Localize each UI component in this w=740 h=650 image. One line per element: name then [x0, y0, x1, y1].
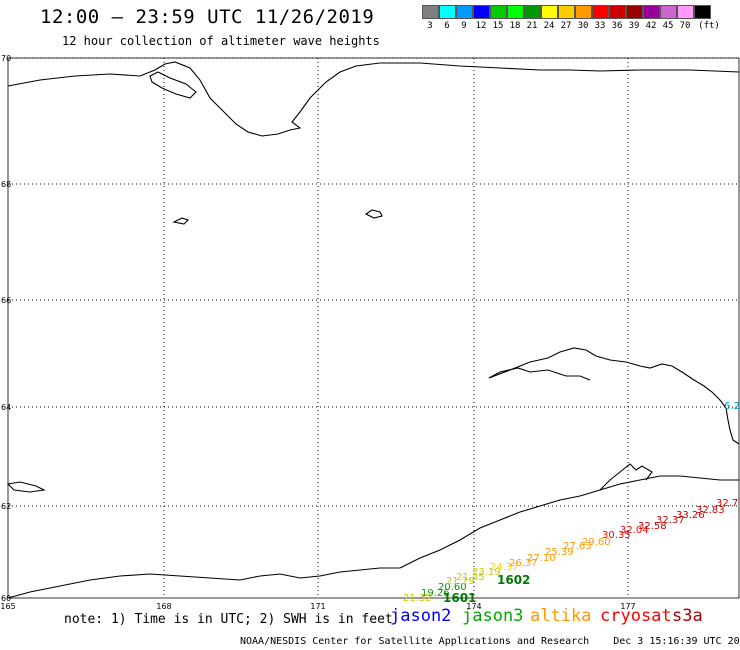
scale-label: 36: [611, 21, 623, 31]
scale-swatch: [541, 5, 558, 19]
scale-swatch: [507, 5, 524, 19]
scale-label: 24: [543, 21, 555, 31]
wave-label: 21.29: [446, 576, 475, 587]
scale-swatch: [439, 5, 456, 19]
pass-label: 1602: [497, 573, 530, 587]
wave-label: 24.37: [490, 562, 519, 573]
coastline-southwest: [7, 567, 400, 599]
scale-swatch: [660, 5, 677, 19]
coastline-yukon-delta: [599, 463, 653, 491]
lat-label-66: 66: [1, 296, 11, 305]
wave-label: 19.26: [421, 588, 450, 599]
scale-label: 9: [461, 21, 467, 31]
wave-label: 21.32: [403, 593, 432, 604]
latitude-labels: 70 68 66 64 62 60: [1, 54, 11, 603]
page-title: 12:00 – 23:59 UTC 11/26/2019: [40, 6, 375, 28]
lat-label-70: 70: [1, 54, 11, 63]
wave-label: 32.58: [638, 521, 667, 532]
scale-label: 39: [628, 21, 640, 31]
coastline-alaska: [399, 475, 739, 569]
scale-swatch: [592, 5, 609, 19]
scale-label: 15: [492, 21, 504, 31]
coastline-chukotka: [7, 61, 740, 137]
scale-swatch: [456, 5, 473, 19]
footer-source: NOAA/NESDIS Center for Satellite Applica…: [240, 636, 590, 647]
legend-item-cryosat: cryosat: [600, 606, 672, 626]
wave-label: 32.37: [656, 515, 685, 526]
legend-item-altika: altika: [530, 606, 592, 626]
wave-label: 26.37: [509, 558, 538, 569]
map-frame: [7, 57, 740, 599]
wave-label: 32.7: [716, 498, 738, 509]
lon-label-168: 168: [156, 602, 171, 611]
lat-label-64: 64: [1, 403, 11, 412]
scale-label: 45: [662, 21, 674, 31]
island-small-2: [172, 217, 190, 225]
scale-label: 6: [444, 21, 450, 31]
graticule: [8, 57, 740, 598]
wave-label: 25.39: [545, 547, 574, 558]
scale-label: 27: [560, 21, 572, 31]
lon-label-177: 177: [620, 602, 635, 611]
scale-label: 30: [577, 21, 589, 31]
wave-label: 32.83: [696, 505, 725, 516]
scale-label: 33: [594, 21, 606, 31]
scale-label: 12: [475, 21, 487, 31]
scale-label: 21: [526, 21, 538, 31]
lon-label-165: 165: [0, 602, 15, 611]
lat-label-60: 60: [1, 594, 11, 603]
coastline-seward: [488, 347, 740, 445]
scale-swatch: [473, 5, 490, 19]
lat-label-68: 68: [1, 180, 11, 189]
wave-height-labels: 21.3219.2620.6021.2921.4523.1924.3726.37…: [403, 401, 740, 604]
wave-label: 27.10: [527, 553, 556, 564]
scale-swatch: [694, 5, 711, 19]
legend-item-s3a: s3a: [672, 606, 703, 626]
coastline-seward-inner: [488, 367, 591, 381]
lon-label-174: 174: [466, 602, 481, 611]
scale-swatch: [643, 5, 660, 19]
scale-label: 42: [645, 21, 657, 31]
wave-label: 6.2: [724, 401, 740, 412]
scale-swatch: [626, 5, 643, 19]
legend-item-jason3: jason3: [462, 606, 524, 626]
island-small-1: [364, 209, 383, 219]
wave-label: 30.35: [602, 530, 631, 541]
scale-swatch: [558, 5, 575, 19]
wave-label: 33.26: [676, 510, 705, 521]
color-scale: [422, 5, 711, 19]
legend-item-jason2: jason2: [390, 606, 452, 626]
scale-swatch: [422, 5, 439, 19]
footer: NOAA/NESDIS Center for Satellite Applica…: [240, 636, 740, 647]
scale-swatch: [677, 5, 694, 19]
coastlines: [6, 61, 740, 599]
scale-swatch: [490, 5, 507, 19]
wave-label: 27.63: [563, 541, 592, 552]
color-scale-labels: 3 6 9 12 15 18 21 24 27 30 33 36 39 42 45 70 (ft): [422, 21, 740, 33]
scale-swatch: [524, 5, 541, 19]
scale-label: 3: [427, 21, 433, 31]
wave-label: 21.45: [456, 572, 485, 583]
lat-label-62: 62: [1, 502, 11, 511]
pass-label: 1601: [443, 591, 476, 605]
coastline-bay: [149, 71, 197, 99]
wave-label: 23.19: [472, 567, 501, 578]
note-text: note: 1) Time is in UTC; 2) SWH is in fe…: [64, 612, 393, 627]
wave-label: 20.60: [438, 582, 467, 593]
page-subtitle: 12 hour collection of altimeter wave hei…: [62, 34, 380, 48]
pass-number-labels: 1601 1602: [443, 573, 530, 605]
scale-label: 18: [509, 21, 521, 31]
scale-swatch: [609, 5, 626, 19]
scale-label: 70: [679, 21, 691, 31]
scale-unit: (ft): [698, 21, 720, 31]
scale-swatch: [575, 5, 592, 19]
lon-label-171: 171: [310, 602, 325, 611]
longitude-labels: 165 168 171 174 177: [0, 602, 635, 611]
footer-date: Dec 3 15:16:39 UTC 2019: [613, 636, 740, 647]
wave-label: 29.60: [582, 537, 611, 548]
wave-label: 32.04: [620, 525, 649, 536]
island-stlawrence: [6, 481, 46, 493]
